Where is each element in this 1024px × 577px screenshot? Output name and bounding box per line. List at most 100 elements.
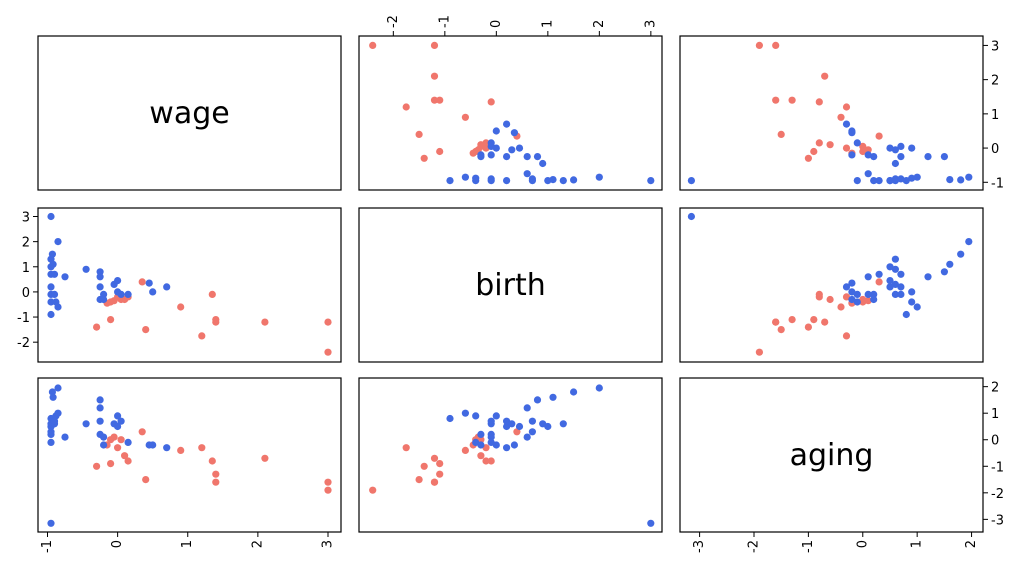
point-blue-19 (647, 519, 655, 527)
point-red-6 (402, 444, 410, 452)
point-blue-30 (472, 174, 480, 182)
x-tick-label-wage-4: 3 (320, 540, 335, 548)
point-blue-29 (50, 290, 59, 298)
y-tick-label-birth-4: 2 (22, 236, 30, 251)
point-blue-39 (477, 430, 485, 438)
panel-frame (358, 207, 663, 363)
point-blue-48 (848, 288, 856, 296)
point-red-0 (369, 41, 377, 50)
point-red-6 (402, 103, 410, 111)
y-tick-label-wage-1: 0 (991, 142, 999, 157)
point-blue-25 (853, 298, 861, 306)
point-red-15 (110, 433, 118, 441)
point-blue-27 (570, 176, 578, 184)
x-tick-label-birth-2: 0 (489, 20, 504, 28)
point-red-18 (815, 293, 823, 301)
point-blue-37 (924, 153, 932, 161)
point-blue-42 (508, 146, 516, 154)
point-blue-20 (891, 255, 900, 263)
point-red-7 (837, 303, 845, 311)
point-blue-29 (487, 175, 495, 183)
point-blue-30 (908, 174, 916, 182)
point-red-8 (777, 130, 785, 138)
point-blue-34 (523, 170, 531, 178)
point-blue-31 (54, 238, 62, 246)
point-blue-30 (472, 412, 480, 420)
point-red-9 (875, 278, 883, 286)
y-tick-label-wage-0: -1 (991, 176, 1004, 191)
point-red-10 (420, 462, 428, 470)
point-blue-47 (848, 279, 856, 287)
point-blue-28 (946, 176, 954, 184)
point-blue-23 (503, 177, 511, 185)
point-red-3 (212, 478, 220, 486)
point-blue-38 (96, 417, 104, 425)
point-blue-32 (461, 173, 469, 181)
point-blue-49 (842, 120, 851, 128)
point-red-8 (777, 326, 785, 334)
point-red-2 (261, 318, 269, 326)
x-tick-label-birth-1: -1 (437, 15, 452, 28)
y-axis-aging: -3 -2 -1 0 1 2 (983, 381, 1004, 528)
point-blue-19 (647, 177, 655, 185)
point-blue-27 (957, 176, 965, 184)
point-blue-35 (539, 159, 547, 168)
point-blue-49 (503, 444, 511, 452)
point-blue-42 (891, 146, 900, 154)
y-tick-label-birth-0: -2 (17, 336, 30, 351)
point-blue-26 (902, 177, 910, 185)
point-blue-38 (897, 153, 905, 161)
point-red-6 (842, 103, 851, 111)
point-blue-43 (492, 412, 500, 420)
point-red-17 (859, 142, 867, 150)
point-blue-45 (897, 142, 905, 150)
y-tick-label-aging-4: 1 (991, 407, 999, 422)
point-blue-38 (96, 283, 104, 291)
point-red-9 (138, 428, 146, 436)
x-axis-birth: -2 -1 0 1 2 3 (386, 15, 658, 36)
point-blue-48 (149, 441, 157, 449)
point-blue-38 (897, 283, 905, 291)
point-blue-39 (870, 295, 878, 304)
point-red-5 (208, 457, 216, 465)
point-red-18 (482, 457, 490, 465)
point-blue-28 (549, 393, 557, 401)
point-blue-32 (54, 409, 62, 417)
x-tick-label-wage-1: 0 (110, 540, 125, 548)
point-red-18 (815, 139, 823, 147)
point-blue-41 (848, 151, 856, 159)
point-red-3 (430, 478, 439, 486)
point-red-5 (487, 457, 495, 465)
point-blue-22 (875, 270, 883, 278)
panel-frame (37, 377, 342, 533)
point-blue-48 (848, 127, 856, 135)
point-red-11 (810, 316, 818, 324)
point-blue-48 (492, 127, 500, 135)
point-blue-26 (446, 414, 454, 423)
point-blue-46 (853, 290, 861, 298)
point-red-10 (93, 323, 101, 331)
point-red-4 (788, 96, 796, 104)
point-blue-27 (570, 388, 578, 396)
point-red-15 (110, 297, 118, 305)
panel-frame (679, 207, 984, 363)
y-tick-label-wage-3: 2 (991, 74, 999, 89)
point-blue-34 (61, 273, 69, 281)
point-red-1 (324, 318, 332, 326)
point-red-0 (324, 348, 332, 356)
point-blue-42 (891, 280, 900, 288)
point-blue-40 (100, 290, 108, 298)
point-red-6 (198, 332, 206, 340)
variable-label-wage: wage (149, 96, 229, 131)
panel-aging-vs-wage (37, 377, 342, 533)
point-red-2 (821, 318, 829, 326)
x-tick-label-aging-4: 1 (910, 540, 925, 548)
point-blue-31 (965, 238, 973, 246)
point-blue-47 (510, 129, 518, 137)
point-red-15 (864, 146, 872, 154)
point-red-10 (93, 462, 101, 470)
point-blue-41 (100, 295, 108, 304)
x-tick-label-birth-3: 1 (540, 20, 555, 28)
x-tick-label-aging-1: -2 (746, 540, 761, 553)
y-tick-label-aging-1: -2 (991, 487, 1004, 502)
